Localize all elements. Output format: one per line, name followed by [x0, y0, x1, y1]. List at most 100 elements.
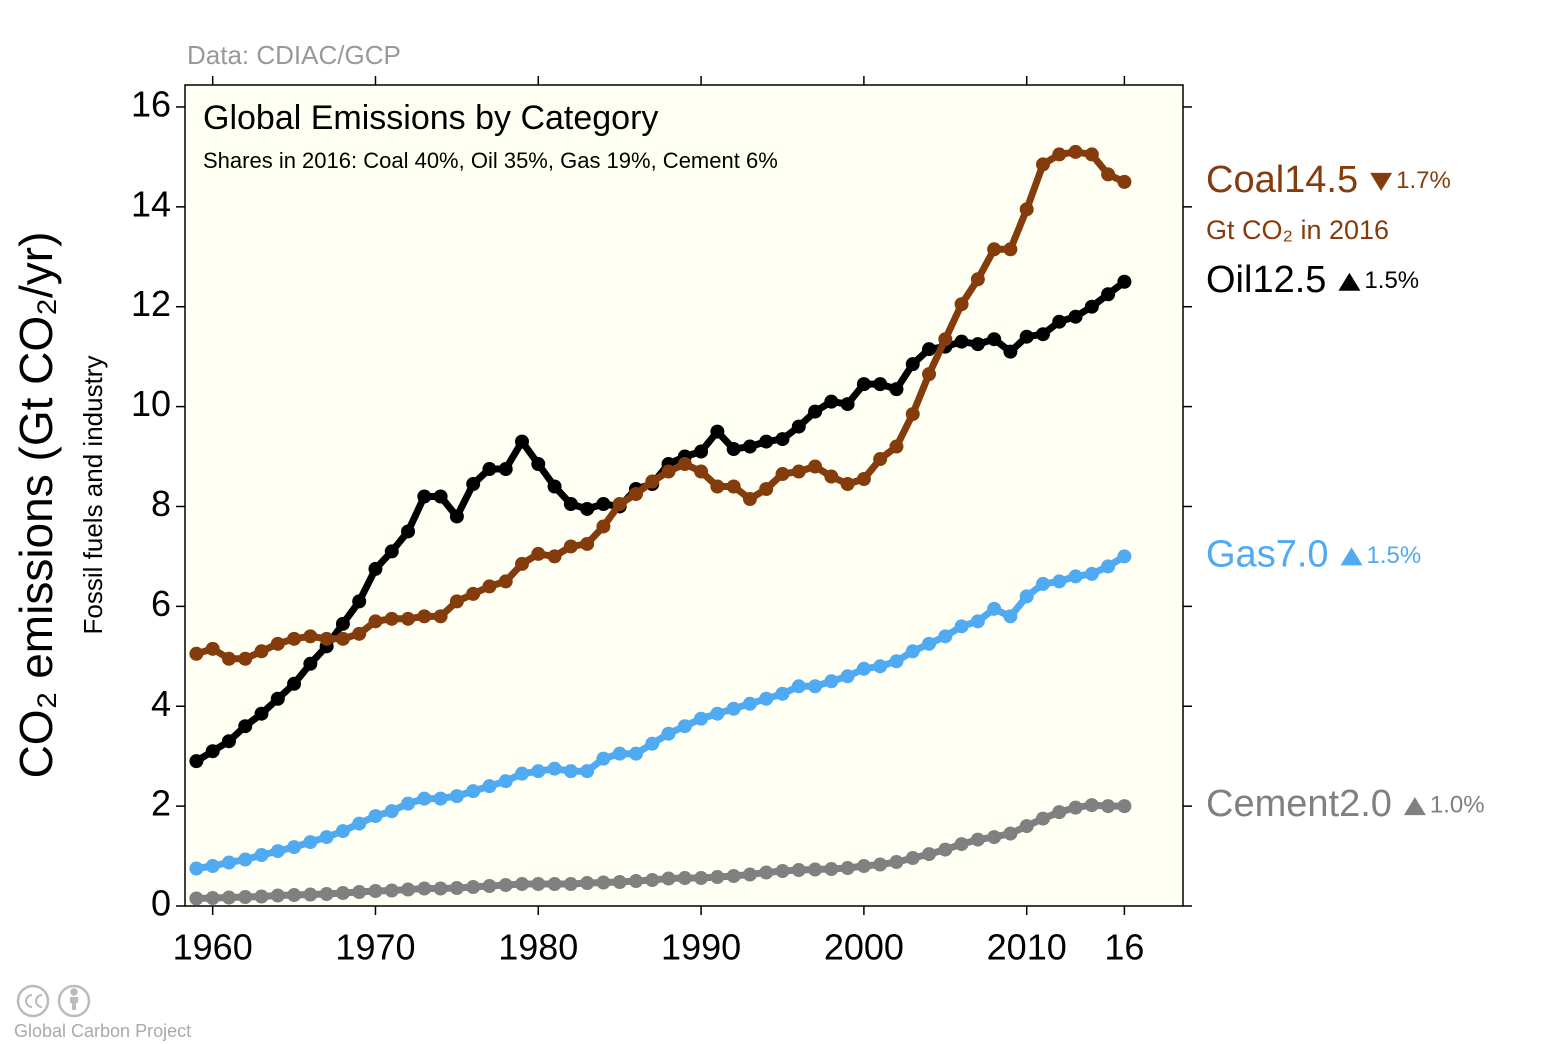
data-point — [287, 676, 302, 691]
data-point — [889, 855, 904, 870]
data-point — [1117, 274, 1132, 289]
data-point — [938, 842, 953, 857]
data-point — [270, 844, 285, 859]
x-tick-label: 1970 — [335, 927, 415, 968]
data-point — [856, 859, 871, 874]
data-point — [759, 482, 774, 497]
series-name: Coal — [1206, 159, 1284, 201]
data-point — [840, 397, 855, 412]
data-point — [661, 871, 676, 886]
data-point — [808, 459, 823, 474]
data-point — [384, 804, 399, 819]
data-point — [563, 496, 578, 511]
data-point — [694, 464, 709, 479]
data-point — [840, 477, 855, 492]
x-tick-label: 2000 — [824, 927, 904, 968]
data-point — [189, 861, 204, 876]
data-point — [612, 496, 627, 511]
data-point — [482, 579, 497, 594]
data-point — [628, 874, 643, 889]
data-point — [580, 501, 595, 516]
change-label: 1.5% — [1364, 267, 1419, 294]
data-point — [270, 636, 285, 651]
data-point — [449, 881, 464, 896]
data-point — [1035, 576, 1050, 591]
data-point — [482, 462, 497, 477]
data-point — [775, 686, 790, 701]
data-point — [856, 377, 871, 392]
data-point — [954, 334, 969, 349]
data-point — [433, 609, 448, 624]
y-tick-label: 0 — [151, 883, 171, 924]
data-point — [515, 766, 530, 781]
data-point — [791, 679, 806, 694]
data-point — [922, 342, 937, 357]
data-point — [645, 736, 660, 751]
series-line — [195, 148, 1126, 663]
data-point — [742, 439, 757, 454]
data-point — [515, 434, 530, 449]
data-point — [547, 549, 562, 564]
data-point — [889, 382, 904, 397]
chart-title: Global Emissions by Category — [203, 99, 658, 137]
end-value: 2.0 — [1339, 783, 1392, 825]
data-point — [189, 646, 204, 661]
data-point — [1035, 811, 1050, 826]
data-point — [254, 889, 269, 904]
change-arrow — [1403, 797, 1426, 816]
data-point — [547, 761, 562, 776]
data-point — [466, 784, 481, 799]
data-point — [987, 830, 1002, 845]
data-point — [628, 746, 643, 761]
data-point — [433, 791, 448, 806]
data-point — [889, 654, 904, 669]
data-point — [759, 691, 774, 706]
data-point — [970, 832, 985, 847]
data-point — [238, 719, 253, 734]
data-point — [238, 890, 253, 905]
data-point — [742, 867, 757, 882]
data-point — [238, 651, 253, 666]
data-point — [384, 883, 399, 898]
data-point — [433, 881, 448, 896]
data-point — [498, 574, 513, 589]
data-point — [824, 469, 839, 484]
y-tick-label: 16 — [131, 83, 171, 124]
data-point — [368, 561, 383, 576]
data-point — [1068, 309, 1083, 324]
data-point — [352, 885, 367, 900]
end-label: Coal14.5 — [1206, 159, 1358, 201]
change-label: 1.5% — [1367, 542, 1422, 569]
data-point — [449, 594, 464, 609]
data-point — [1084, 566, 1099, 581]
data-point — [873, 659, 888, 674]
data-point — [824, 394, 839, 409]
series-group — [189, 549, 1132, 876]
data-point — [775, 467, 790, 482]
y-axis-sublabel: Fossil fuels and industry — [78, 356, 108, 635]
data-point — [401, 882, 416, 897]
unit-note: Gt CO₂ in 2016 — [1206, 215, 1389, 245]
data-point — [1035, 327, 1050, 342]
end-label: Oil12.5 — [1206, 259, 1326, 301]
data-point — [710, 424, 725, 439]
data-point — [1019, 329, 1034, 344]
data-point — [287, 631, 302, 646]
license-icons — [16, 984, 91, 1018]
data-point — [1084, 299, 1099, 314]
data-point — [515, 556, 530, 571]
data-point — [1101, 287, 1116, 302]
data-point — [742, 491, 757, 506]
data-point — [580, 536, 595, 551]
data-point — [1019, 202, 1034, 217]
data-point — [1101, 799, 1116, 814]
data-point — [905, 851, 920, 866]
data-point — [970, 614, 985, 629]
data-point — [563, 539, 578, 554]
data-point — [677, 719, 692, 734]
data-point — [319, 830, 334, 845]
data-point — [384, 611, 399, 626]
data-point — [905, 407, 920, 422]
data-point — [417, 489, 432, 504]
